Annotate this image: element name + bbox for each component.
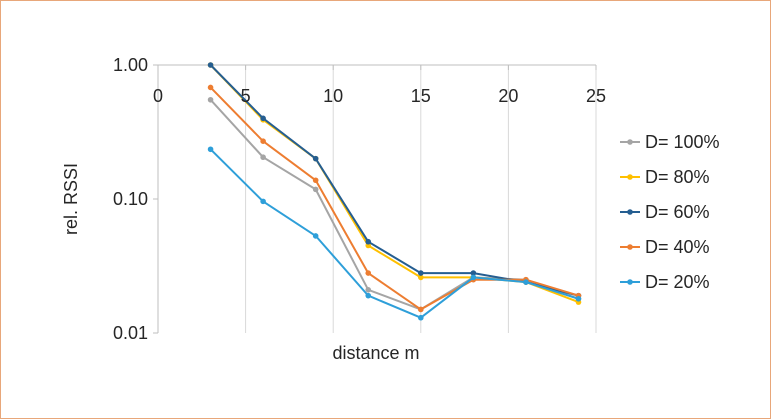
legend-label: D= 20% xyxy=(645,272,710,292)
data-point xyxy=(470,274,477,281)
y-tick-labels: 1.00 0.10 0.01 xyxy=(113,55,148,343)
data-point xyxy=(575,295,582,302)
y-tick-label: 0.01 xyxy=(113,323,148,343)
data-point xyxy=(523,279,529,285)
series-5 xyxy=(207,146,582,321)
legend-marker xyxy=(627,244,633,250)
legend-item: D= 80% xyxy=(620,167,710,187)
axes xyxy=(153,64,597,334)
series-line xyxy=(209,148,579,319)
x-tick-label: 25 xyxy=(586,86,606,106)
data-point xyxy=(365,270,372,276)
data-point xyxy=(365,238,372,245)
legend-item: D= 20% xyxy=(620,272,710,292)
series-line xyxy=(209,86,579,311)
legend-marker xyxy=(627,279,633,285)
data-point xyxy=(207,96,214,103)
legend-marker xyxy=(627,174,633,180)
data-point xyxy=(260,138,266,144)
data-point xyxy=(207,62,214,68)
data-point xyxy=(207,84,214,91)
legend: D= 100% D= 80% D= 60% D= 40% D= 20% xyxy=(620,132,720,292)
data-point xyxy=(312,155,319,162)
series-line xyxy=(209,99,579,311)
x-tick-label: 10 xyxy=(323,86,343,106)
x-tick-labels: 0 5 10 15 20 25 xyxy=(153,86,606,106)
x-tick-label: 15 xyxy=(411,86,431,106)
x-tick-label: 5 xyxy=(241,86,251,106)
legend-item: D= 100% xyxy=(620,132,720,152)
legend-marker xyxy=(627,209,633,215)
x-tick-label: 20 xyxy=(498,86,518,106)
legend-item: D= 60% xyxy=(620,202,710,222)
y-axis-title: rel. RSSI xyxy=(61,163,81,235)
data-point xyxy=(312,177,319,184)
data-point xyxy=(207,146,214,153)
legend-item: D= 40% xyxy=(620,237,710,257)
data-point xyxy=(365,287,372,293)
legend-label: D= 40% xyxy=(645,237,710,257)
data-point xyxy=(418,274,424,281)
data-point xyxy=(312,233,319,239)
legend-label: D= 80% xyxy=(645,167,710,187)
x-tick-label: 0 xyxy=(153,86,163,106)
data-point xyxy=(418,270,424,276)
data-point xyxy=(260,154,266,161)
data-series xyxy=(207,62,582,321)
data-point xyxy=(260,198,266,205)
y-tick-label: 1.00 xyxy=(113,55,148,75)
legend-label: D= 100% xyxy=(645,132,720,152)
series-line xyxy=(209,64,579,304)
legend-marker xyxy=(627,139,633,145)
data-point xyxy=(312,186,319,193)
data-point xyxy=(418,314,424,321)
data-point xyxy=(365,292,372,299)
series-3 xyxy=(207,62,582,299)
data-point xyxy=(418,306,424,313)
y-tick-label: 0.10 xyxy=(113,189,148,209)
legend-label: D= 60% xyxy=(645,202,710,222)
x-axis-title: distance m xyxy=(332,343,419,363)
data-point xyxy=(470,270,477,276)
series-2 xyxy=(207,62,582,305)
data-point xyxy=(260,115,266,122)
